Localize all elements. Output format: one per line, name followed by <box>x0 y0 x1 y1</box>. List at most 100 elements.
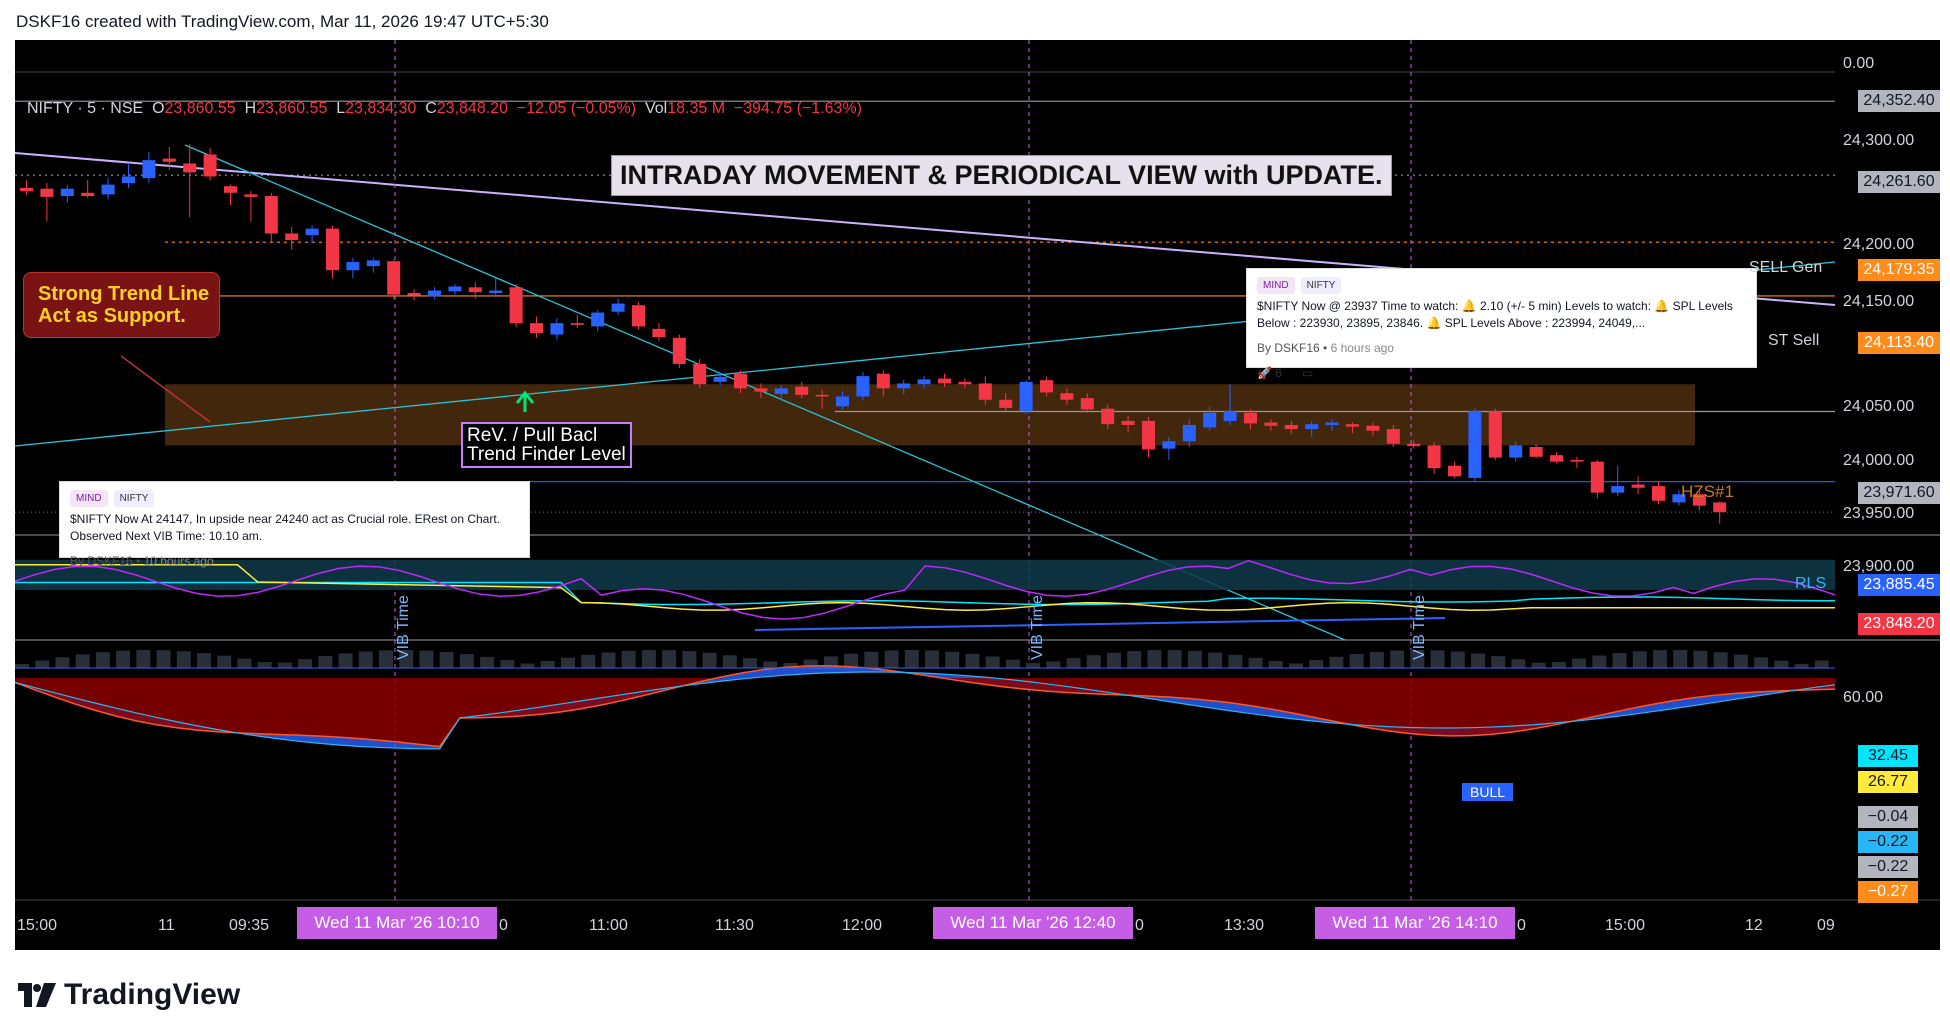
candle-body <box>917 379 931 385</box>
volume-bar <box>1390 650 1405 668</box>
candle-body <box>591 312 605 327</box>
candle-body <box>795 386 809 395</box>
candle-body <box>60 188 74 197</box>
candle-body <box>448 286 462 292</box>
candle-body <box>1590 461 1604 493</box>
price-label: 26.77 <box>1858 771 1918 793</box>
candle-body <box>122 176 135 183</box>
tv-logo-icon <box>18 983 56 1007</box>
candle-body <box>978 383 992 400</box>
close-label: C <box>425 100 437 117</box>
volume-bar <box>318 655 333 668</box>
candle-body <box>428 290 441 297</box>
axis-tick: 24,150.00 <box>1843 293 1915 310</box>
volume-bar <box>379 650 393 668</box>
axis-tick: 24,050.00 <box>1843 398 1915 415</box>
zone-label: HZS#1 <box>1681 482 1734 501</box>
close-value: 23,848.20 <box>436 100 508 117</box>
reversal-line-2: Trend Finder Level <box>467 444 626 465</box>
symbol-label[interactable]: NIFTY · 5 · NSE <box>27 100 144 117</box>
chart-canvas[interactable]: NIFTY · 5 · NSE O23,860.55 H23,860.55 L2… <box>15 40 1940 950</box>
change-value: −12.05 (−0.05%) <box>516 100 637 117</box>
volume-bar <box>581 654 596 668</box>
candle-body <box>999 399 1013 408</box>
candle-body <box>693 363 707 385</box>
volume-bar <box>1309 659 1324 668</box>
volume-bar <box>722 655 737 668</box>
volume-bar <box>1551 661 1566 668</box>
idea-author-name[interactable]: By DSKF16 <box>1257 341 1320 355</box>
volume-bar <box>662 650 677 668</box>
idea-time: 10 hours ago <box>143 554 214 568</box>
volume-bar <box>1410 650 1425 668</box>
candle-body <box>1346 424 1359 427</box>
candle-body <box>1142 420 1155 450</box>
volume-bar <box>1794 663 1809 668</box>
volume-bar <box>1066 658 1081 668</box>
comment-icon[interactable]: ▭ <box>1301 366 1314 380</box>
price-label: −0.22 <box>1858 856 1918 878</box>
candle-body <box>162 158 176 162</box>
candle-body <box>1448 465 1461 477</box>
idea-author: By DSKF16 • 6 hours ago <box>1257 341 1394 355</box>
volume-bar <box>55 657 70 668</box>
volume-bar <box>925 650 939 668</box>
volume-bar <box>702 652 717 668</box>
idea-time: 6 hours ago <box>1330 341 1394 355</box>
candle-body <box>1509 445 1523 458</box>
candle-body <box>734 373 747 389</box>
candle-body <box>1121 420 1135 425</box>
volume-bar <box>1632 651 1647 668</box>
candle-body <box>224 186 237 193</box>
volume-bar <box>15 664 29 668</box>
candle-body <box>387 261 401 295</box>
candle-body <box>407 293 421 296</box>
high-value: 23,860.55 <box>256 100 328 117</box>
time-tick: 09 <box>1817 917 1835 934</box>
volume-bar <box>480 656 495 668</box>
candle-body <box>938 378 951 384</box>
idea-card-2[interactable]: MIND NIFTY $NIFTY Now @ 23937 Time to wa… <box>1246 268 1757 380</box>
reversal-arrow-icon <box>515 390 535 412</box>
volume-bar <box>1471 653 1485 668</box>
volume-bar <box>904 650 919 668</box>
candle-body <box>1652 486 1665 501</box>
st-sell-label: ST Sell <box>1768 332 1820 349</box>
volume-bar <box>298 659 313 668</box>
ohlc-legend: NIFTY · 5 · NSE O23,860.55 H23,860.55 L2… <box>27 100 862 118</box>
candle-body <box>1060 393 1074 400</box>
idea-author-name[interactable]: By DSKF16 <box>70 554 133 568</box>
volume-bar <box>1369 651 1384 668</box>
boost-count[interactable]: 🚀 6 <box>1257 365 1282 382</box>
price-label: −0.27 <box>1858 881 1918 903</box>
idea-author: By DSKF16 • 10 hours ago <box>70 554 214 568</box>
candle-body <box>1570 460 1584 462</box>
reversal-label: ReV. / Pull Bacl Trend Finder Level <box>461 422 632 468</box>
price-label: 24,179.35 <box>1858 259 1940 281</box>
idea-tags: MIND NIFTY <box>70 490 519 507</box>
candle-body <box>570 323 584 325</box>
volume-bar <box>419 650 434 668</box>
candle-body <box>366 260 380 267</box>
volume-bar <box>783 662 798 668</box>
idea-tag-nifty: NIFTY <box>1300 277 1342 294</box>
bull-label: BULL <box>1462 783 1514 801</box>
volume-bar <box>1026 663 1041 668</box>
candle-body <box>20 187 33 192</box>
tradingview-logo[interactable]: TradingView <box>18 978 240 1012</box>
volume-bar <box>459 654 474 668</box>
volume-bar <box>1673 650 1688 668</box>
axis-tick: 24,200.00 <box>1843 236 1915 253</box>
volume-bar <box>1531 662 1546 668</box>
idea-card-1[interactable]: MIND NIFTY $NIFTY Now At 24147, In upsid… <box>59 481 530 568</box>
candle-body <box>489 290 503 293</box>
price-label: 24,261.60 <box>1858 171 1940 193</box>
time-tick: 0 <box>1135 917 1144 934</box>
idea-text: $NIFTY Now @ 23937 Time to watch: 🔔 2.10… <box>1257 299 1733 330</box>
volume-bar <box>237 658 252 668</box>
candle-body <box>40 188 54 197</box>
trendline-callout: Strong Trend Line Act as Support. <box>23 272 220 338</box>
volume-bar <box>1592 655 1607 668</box>
volume-bar <box>75 654 90 668</box>
oscillator-trendline <box>754 617 1446 631</box>
